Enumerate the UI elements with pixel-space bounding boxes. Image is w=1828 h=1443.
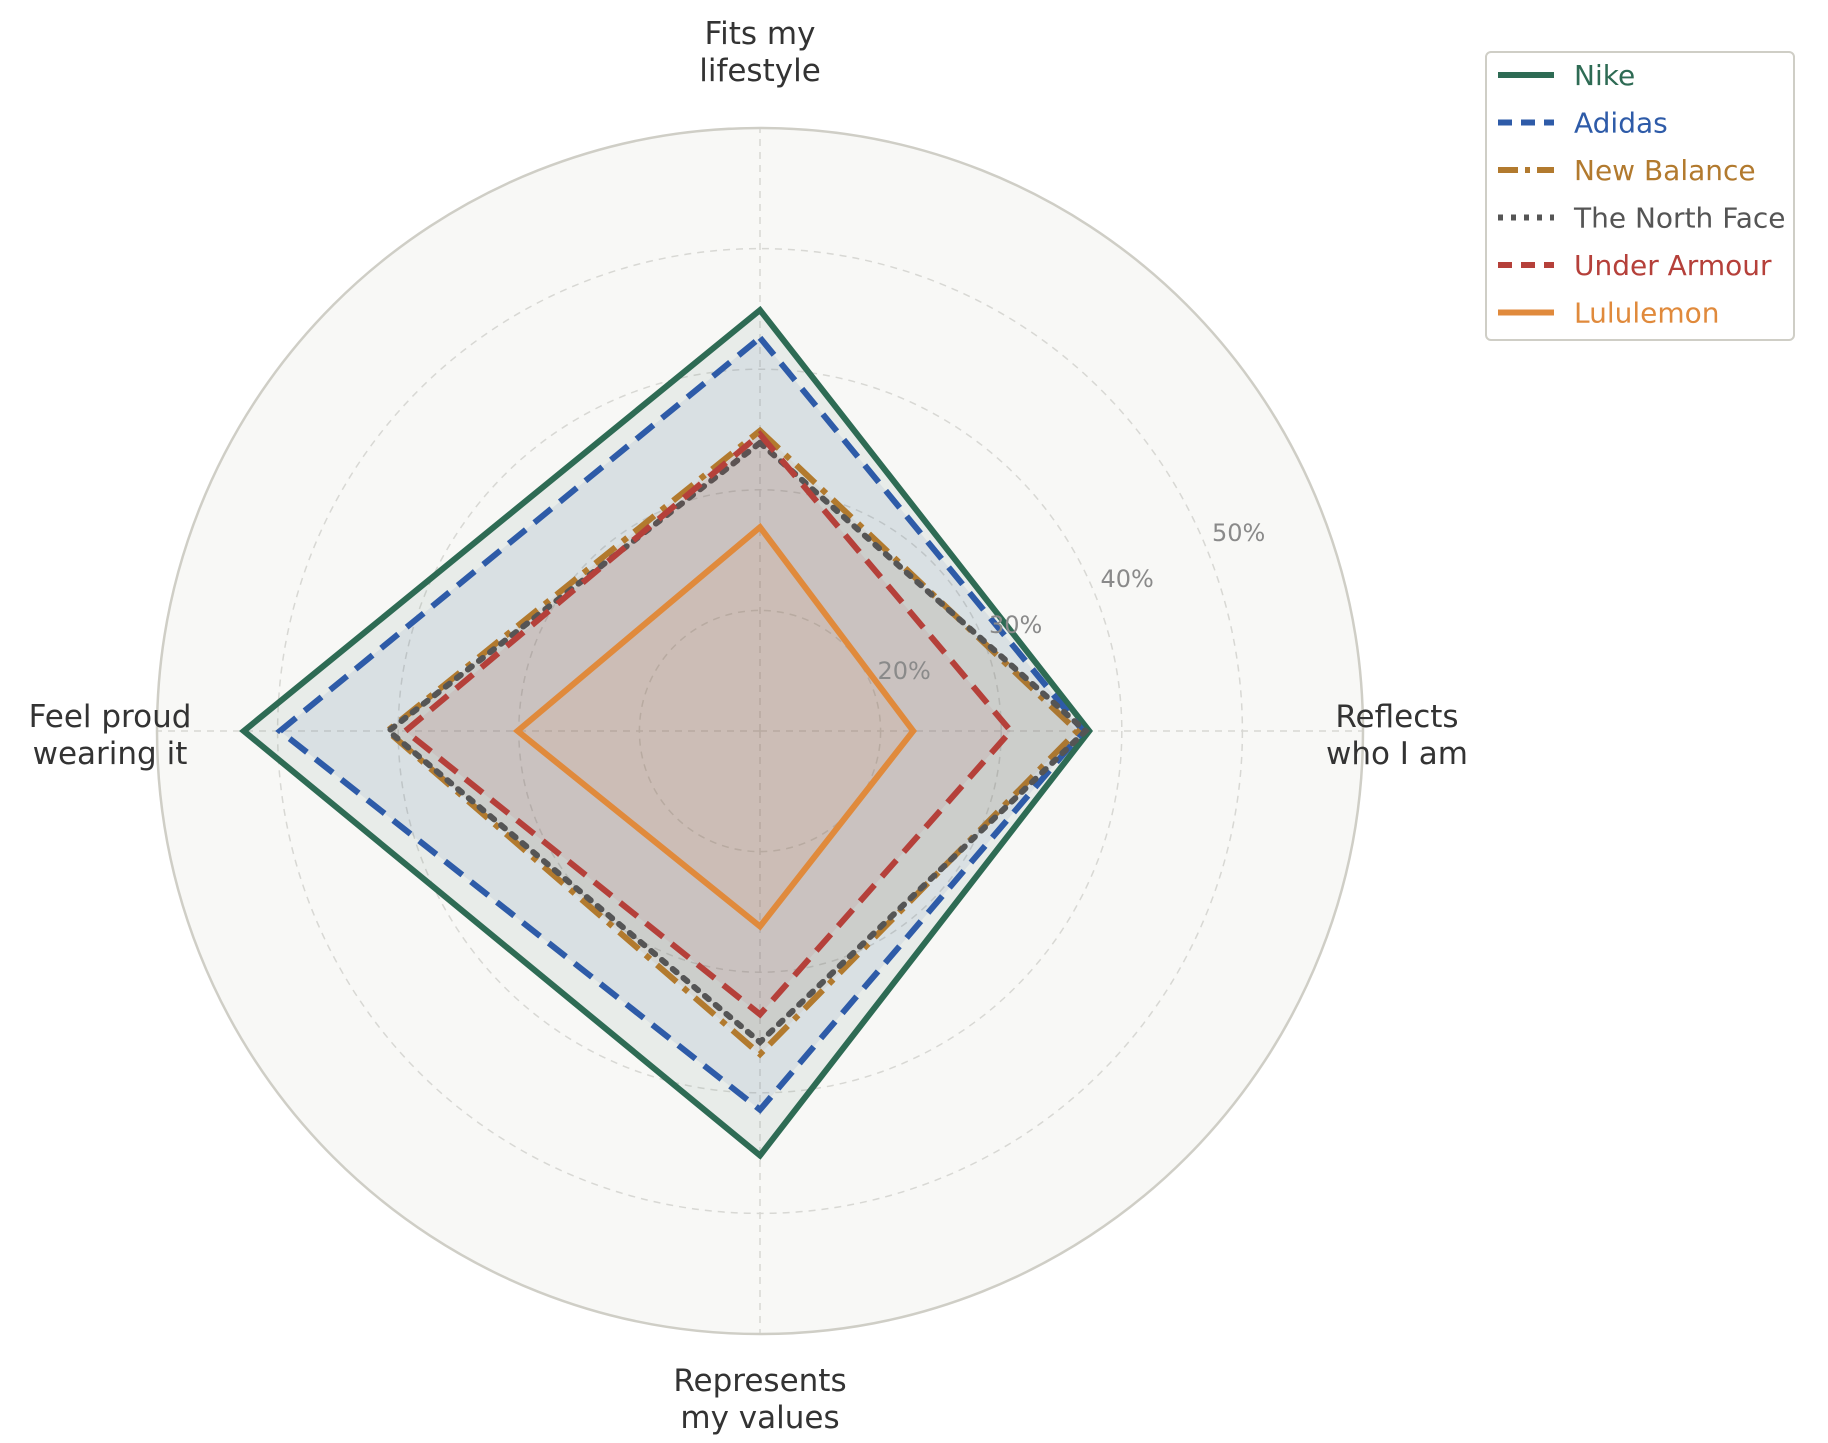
series-fill-new-balance: [387, 430, 1078, 1055]
series-fill-nike: [243, 310, 1090, 1156]
series-line-nike: [239, 305, 1094, 1160]
series-line-under-armour: [400, 430, 1015, 1019]
legend-item-lululemon[interactable]: Lululemon: [1574, 297, 1720, 330]
legend[interactable]: Nike Adidas New Balance The North Face Under…: [1485, 51, 1795, 341]
radial-tick-label: 50%: [1212, 519, 1265, 547]
axis-label: Fits my lifestyle: [699, 16, 821, 89]
axis-label: Represents my values: [673, 1363, 846, 1436]
legend-item-new-balance[interactable]: New Balance: [1574, 154, 1756, 187]
legend-item-nike[interactable]: Nike: [1574, 59, 1635, 92]
outer-ring: [155, 126, 1365, 1336]
legend-item-under-armour[interactable]: Under Armour: [1574, 249, 1772, 282]
legend-item-the-north-face[interactable]: The North Face: [1573, 202, 1786, 235]
grid-ring-40: [397, 368, 1123, 1094]
series-line-new-balance: [382, 426, 1082, 1059]
axis-label: Reflects who I am: [1326, 699, 1468, 772]
axis-label: Feel proud wearing it: [29, 699, 192, 772]
radial-tick-label: 20%: [878, 657, 931, 685]
series-fill-lululemon: [517, 527, 914, 927]
radial-tick-label: 30%: [989, 611, 1042, 639]
label-layer: 20% 30% 40% 50% Fits my lifestyle Reflects who …: [29, 16, 1468, 1436]
legend-box: [1485, 51, 1795, 341]
series-line-adidas: [275, 333, 1088, 1114]
series-fill-the-north-face: [388, 442, 1086, 1043]
legend-item-adidas[interactable]: Adidas: [1574, 107, 1668, 140]
series-fill-under-armour: [405, 434, 1011, 1015]
series-line-lululemon: [512, 522, 917, 931]
radial-tick-label: 40%: [1101, 565, 1154, 593]
series-fill-adidas: [280, 337, 1084, 1110]
series-layer: [239, 305, 1094, 1160]
series-line-the-north-face: [383, 438, 1091, 1047]
